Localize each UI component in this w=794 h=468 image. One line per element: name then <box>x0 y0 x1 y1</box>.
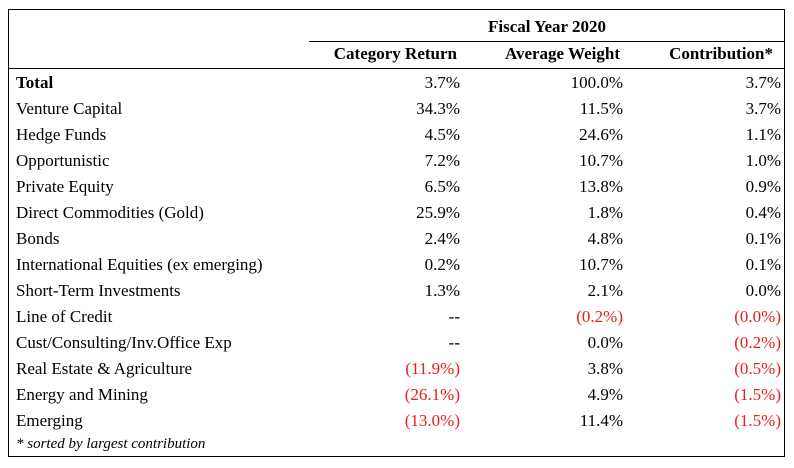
row-label: Direct Commodities (Gold) <box>16 203 204 222</box>
average-weight-cell: 1.8% <box>587 203 623 222</box>
average-weight-cell: 10.7% <box>579 151 623 170</box>
table-row-total: Total 3.7% 100.0% 3.7% <box>9 70 784 96</box>
category-return-cell: 1.3% <box>424 281 460 300</box>
contribution-cell: 0.1% <box>745 255 781 274</box>
row-label: Short-Term Investments <box>16 281 181 300</box>
table-row: Short-Term Investments 1.3% 2.1% 0.0% <box>9 278 784 304</box>
average-weight-cell: 4.9% <box>587 385 623 404</box>
average-weight-cell: 100.0% <box>570 73 623 92</box>
category-return-cell: 7.2% <box>424 151 460 170</box>
row-label: International Equities (ex emerging) <box>16 255 263 274</box>
row-label: Cust/Consulting/Inv.Office Exp <box>16 333 232 352</box>
table-row: Venture Capital 34.3% 11.5% 3.7% <box>9 96 784 122</box>
category-return-cell: 34.3% <box>416 99 460 118</box>
contribution-cell: (0.2%) <box>734 333 781 352</box>
table-row: Private Equity 6.5% 13.8% 0.9% <box>9 174 784 200</box>
table-row: Hedge Funds 4.5% 24.6% 1.1% <box>9 122 784 148</box>
contribution-cell: 0.0% <box>745 281 781 300</box>
row-label: Hedge Funds <box>16 125 107 144</box>
average-weight-cell: 0.0% <box>587 333 623 352</box>
average-weight-cell: 11.5% <box>579 99 623 118</box>
row-label: Bonds <box>16 229 60 248</box>
row-label: Opportunistic <box>16 151 110 170</box>
category-return-cell: -- <box>448 307 460 326</box>
header-divider <box>9 68 784 69</box>
table-row: Line of Credit -- (0.2%) (0.0%) <box>9 304 784 330</box>
average-weight-cell: 10.7% <box>579 255 623 274</box>
table-row: Direct Commodities (Gold) 25.9% 1.8% 0.4% <box>9 200 784 226</box>
average-weight-cell: (0.2%) <box>576 307 623 326</box>
contribution-cell: (0.0%) <box>734 307 781 326</box>
average-weight-cell: 2.1% <box>587 281 623 300</box>
table-row: Emerging (13.0%) 11.4% (1.5%) <box>9 408 784 434</box>
contribution-cell: (1.5%) <box>734 385 781 404</box>
contribution-cell: (1.5%) <box>734 411 781 430</box>
row-label: Energy and Mining <box>16 385 148 404</box>
category-return-cell: 25.9% <box>416 203 460 222</box>
contribution-cell: 0.9% <box>745 177 781 196</box>
contribution-cell: 1.1% <box>745 125 781 144</box>
column-header-category-return: Category Return <box>333 44 457 63</box>
average-weight-cell: 13.8% <box>579 177 623 196</box>
row-label: Real Estate & Agriculture <box>16 359 193 378</box>
average-weight-cell: 3.8% <box>587 359 623 378</box>
category-return-cell: (13.0%) <box>404 411 460 430</box>
average-weight-cell: 24.6% <box>579 125 623 144</box>
contribution-cell: (0.5%) <box>734 359 781 378</box>
category-return-cell: 4.5% <box>424 125 460 144</box>
category-return-cell: (11.9%) <box>405 359 460 378</box>
contribution-cell: 3.7% <box>745 99 781 118</box>
table-row: Bonds 2.4% 4.8% 0.1% <box>9 226 784 252</box>
row-label: Line of Credit <box>16 307 113 326</box>
contribution-cell: 1.0% <box>745 151 781 170</box>
table-row: Opportunistic 7.2% 10.7% 1.0% <box>9 148 784 174</box>
contribution-cell: 0.4% <box>745 203 781 222</box>
row-label: Total <box>16 73 54 92</box>
returns-table: Fiscal Year 2020 Category Return Average… <box>8 9 785 457</box>
average-weight-cell: 11.4% <box>579 411 623 430</box>
category-return-cell: 3.7% <box>424 73 460 92</box>
row-label: Emerging <box>16 411 83 430</box>
column-header-average-weight: Average Weight <box>504 44 620 63</box>
table-row: Cust/Consulting/Inv.Office Exp -- 0.0% (0.2… <box>9 330 784 356</box>
table-body: Total 3.7% 100.0% 3.7% Venture Capital 34.3% 1… <box>9 70 784 434</box>
table-row: Real Estate & Agriculture (11.9%) 3.8% (0.5… <box>9 356 784 382</box>
period-header: Fiscal Year 2020 <box>487 17 607 36</box>
category-return-cell: 0.2% <box>424 255 460 274</box>
table-row: Energy and Mining (26.1%) 4.9% (1.5%) <box>9 382 784 408</box>
row-label: Private Equity <box>16 177 114 196</box>
category-return-cell: -- <box>448 333 460 352</box>
column-header-contribution: Contribution* <box>669 44 773 63</box>
category-return-cell: 2.4% <box>424 229 460 248</box>
contribution-cell: 3.7% <box>745 73 781 92</box>
row-label: Venture Capital <box>16 99 123 118</box>
period-underline <box>309 41 785 42</box>
contribution-cell: 0.1% <box>745 229 781 248</box>
footnote: * sorted by largest contribution <box>16 436 206 452</box>
table-row: International Equities (ex emerging) 0.2%… <box>9 252 784 278</box>
category-return-cell: 6.5% <box>424 177 460 196</box>
average-weight-cell: 4.8% <box>587 229 623 248</box>
category-return-cell: (26.1%) <box>404 385 460 404</box>
